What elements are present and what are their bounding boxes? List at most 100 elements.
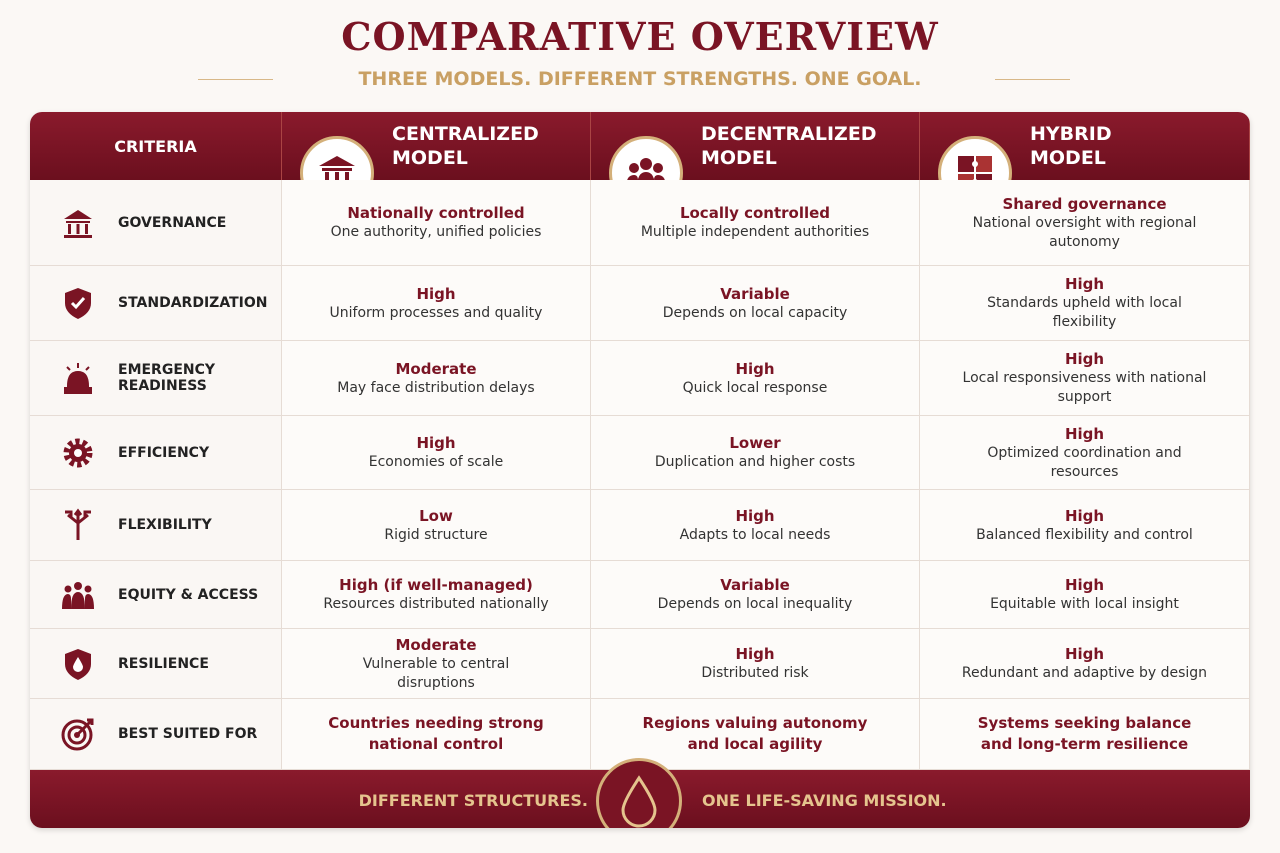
criterion-icon <box>65 648 91 680</box>
rating: Nationally controlled <box>347 204 525 222</box>
rating: High <box>1064 424 1105 443</box>
criterion-label: BEST SUITED FOR <box>118 726 258 742</box>
detail: Equitable with local insight <box>990 596 1179 612</box>
criterion-icon <box>64 363 92 394</box>
rating: Moderate <box>395 359 477 378</box>
drop-icon <box>596 758 682 828</box>
table-cell: High Quick local response <box>591 341 920 416</box>
rating: Regions valuing autonomy and local agili… <box>642 714 868 753</box>
criterion-cell: RESILIENCE <box>30 629 282 699</box>
criterion-icon <box>63 438 93 467</box>
table-cell: High Adapts to local needs <box>591 490 920 561</box>
detail: Uniform processes and quality <box>329 304 543 321</box>
criterion-label: STANDARDIZATION <box>118 295 268 311</box>
table-cell: Locally controlled Multiple independent a… <box>591 180 920 266</box>
rating: High <box>735 506 775 525</box>
rating: Lower <box>729 434 781 452</box>
detail: Depends on local capacity <box>662 304 848 321</box>
criterion-label: GOVERNANCE <box>118 214 227 231</box>
table-cell: Countries needing strong national contro… <box>282 699 591 770</box>
footer-right: ONE LIFE-SAVING MISSION. <box>702 791 947 810</box>
rating: High <box>1064 506 1105 525</box>
detail: Optimized coordination and resources <box>987 444 1182 480</box>
criterion-label: EMERGENCY READINESS <box>118 362 216 394</box>
column-title: DECENTRALIZED MODEL <box>701 123 877 169</box>
detail: Multiple independent authorities <box>640 224 870 240</box>
rating: High <box>416 434 456 452</box>
detail: Vulnerable to central disruptions <box>362 655 510 691</box>
criterion-icon <box>65 508 91 540</box>
criterion-cell: GOVERNANCE <box>30 180 282 266</box>
criterion-icon <box>62 581 94 609</box>
criterion-cell: EMERGENCY READINESS <box>30 341 282 416</box>
table-cell: Variable Depends on local capacity <box>591 266 920 341</box>
table-cell: Low Rigid structure <box>282 490 591 561</box>
table-cell: Moderate May face distribution delays <box>282 341 591 416</box>
detail: One authority, unified policies <box>330 224 542 240</box>
table-cell: Nationally controlled One authority, unif… <box>282 180 591 266</box>
rating: Countries needing strong national contro… <box>328 714 544 753</box>
criterion-label: RESILIENCE <box>118 655 209 672</box>
table-cell: Lower Duplication and higher costs <box>591 416 920 490</box>
rating: High <box>1064 576 1105 594</box>
rating: Systems seeking balance and long-term re… <box>977 714 1192 753</box>
detail: Economies of scale <box>368 454 504 470</box>
criterion-label: FLEXIBILITY <box>118 517 212 533</box>
rating: Variable <box>720 576 790 594</box>
detail: Rigid structure <box>384 526 488 543</box>
table-cell: High Redundant and adaptive by design <box>920 629 1250 699</box>
footer-left: DIFFERENT STRUCTURES. <box>358 791 588 810</box>
detail: Local responsiveness with national suppo… <box>962 370 1207 405</box>
table-cell: High Uniform processes and quality <box>282 266 591 341</box>
rating: Moderate <box>395 635 477 654</box>
table-cell: Variable Depends on local inequality <box>591 561 920 629</box>
comparison-table: CRITERIA CENTRALIZED MODEL DECENTRALIZED M… <box>30 112 1250 828</box>
table-cell: Systems seeking balance and long-term re… <box>920 699 1250 770</box>
column-title: CRITERIA <box>114 136 197 156</box>
table-cell: High Distributed risk <box>591 629 920 699</box>
detail: Duplication and higher costs <box>654 454 856 470</box>
criterion-label: EQUITY & ACCESS <box>118 586 259 603</box>
table-cell: High Optimized coordination and resources <box>920 416 1250 490</box>
detail: Balanced flexibility and control <box>976 526 1193 543</box>
detail: Redundant and adaptive by design <box>961 665 1208 681</box>
table-cell: High Standards upheld with local flexibil… <box>920 266 1250 341</box>
detail: Adapts to local needs <box>679 526 831 543</box>
table-cell: High (if well-managed) Resources distribu… <box>282 561 591 629</box>
table-cell: High Local responsiveness with national s… <box>920 341 1250 416</box>
rating: Locally controlled <box>679 204 831 222</box>
rating: Shared governance <box>1002 194 1167 213</box>
divider <box>995 79 1070 80</box>
column-title: CENTRALIZED MODEL <box>392 123 539 169</box>
criterion-cell: BEST SUITED FOR <box>30 699 282 770</box>
column-header: CRITERIA <box>30 112 282 180</box>
criterion-cell: EQUITY & ACCESS <box>30 561 282 629</box>
criterion-cell: EFFICIENCY <box>30 416 282 490</box>
detail: May face distribution delays <box>337 379 535 396</box>
detail: Distributed risk <box>701 665 809 681</box>
divider <box>198 79 273 80</box>
criterion-cell: FLEXIBILITY <box>30 490 282 561</box>
footer-banner: DIFFERENT STRUCTURES. ONE LIFE-SAVING MIS… <box>30 758 1250 828</box>
criterion-label: EFFICIENCY <box>118 444 210 461</box>
detail: Depends on local inequality <box>657 596 853 612</box>
title: COMPARATIVE OVERVIEW <box>341 14 939 59</box>
criterion-icon <box>65 288 91 319</box>
rating: Variable <box>720 284 790 303</box>
table-cell: Moderate Vulnerable to central disruption… <box>282 629 591 699</box>
rating: High <box>1064 645 1105 663</box>
rating: High <box>735 359 775 378</box>
detail: Standards upheld with local flexibility <box>987 295 1182 330</box>
column-header: DECENTRALIZED MODEL <box>591 112 920 210</box>
column-header: HYBRID MODEL <box>920 112 1250 210</box>
detail: National oversight with regional autonom… <box>972 214 1197 250</box>
table-cell: High Balanced flexibility and control <box>920 490 1250 561</box>
column-header: CENTRALIZED MODEL <box>282 112 591 210</box>
table-cell: High Economies of scale <box>282 416 591 490</box>
rating: Low <box>419 506 453 525</box>
rating: High (if well-managed) <box>339 576 533 594</box>
rating: High <box>1064 275 1105 293</box>
column-title: HYBRID MODEL <box>1030 123 1112 169</box>
criterion-cell: STANDARDIZATION <box>30 266 282 341</box>
rating: High <box>1064 350 1105 368</box>
